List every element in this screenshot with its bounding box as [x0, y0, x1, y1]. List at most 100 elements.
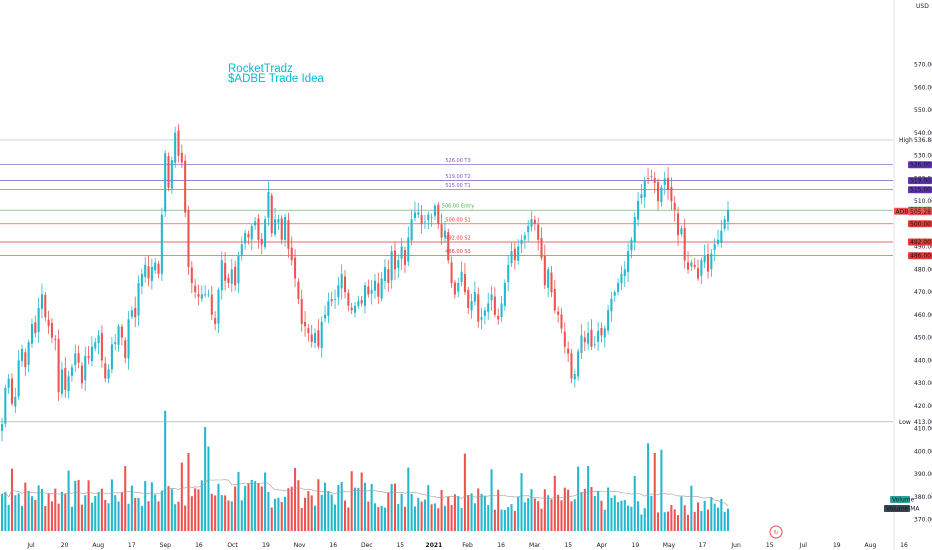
time-tick-label: Aug — [865, 542, 877, 549]
volume-bar — [630, 506, 633, 531]
time-tick-label: 19 — [632, 542, 640, 549]
candle-body — [207, 294, 210, 296]
volume-bar — [607, 487, 610, 531]
candle-body — [657, 182, 660, 202]
candle-body — [184, 160, 187, 213]
volume-bar — [210, 493, 213, 531]
time-tick-label: 20 — [61, 542, 69, 549]
candle-body — [277, 219, 280, 223]
volume-ma-path — [1, 479, 729, 507]
time-tick-label: Sep — [160, 542, 172, 549]
candle-body — [650, 176, 653, 177]
time-tick-label: 15 — [564, 542, 572, 549]
price-tick-label: 450.00 — [914, 335, 932, 342]
level-value-tag-bg — [908, 177, 932, 185]
volume-ma-tag-bg — [884, 505, 910, 512]
candle-body — [520, 239, 523, 245]
volume-bar — [267, 492, 270, 531]
candle-body — [507, 264, 510, 282]
candle-body — [610, 298, 613, 312]
time-tick-label: 16 — [329, 542, 337, 549]
volume-ma-line — [1, 479, 729, 507]
volume-bar — [57, 503, 60, 531]
candle-body — [593, 344, 596, 346]
volume-bar — [620, 500, 623, 531]
volume-bar — [343, 500, 347, 531]
candle-body — [314, 333, 317, 343]
candle-body — [390, 251, 393, 281]
candle-body — [80, 365, 83, 384]
volume-bar — [533, 498, 536, 531]
candle-body — [420, 215, 423, 224]
volume-bar — [460, 508, 463, 531]
candle-body — [154, 262, 157, 271]
candles — [0, 124, 730, 442]
last-price-tag: 505.28 — [910, 209, 931, 216]
level-value-tag: 486.00 — [910, 253, 931, 260]
candle-body — [320, 321, 323, 348]
candle-body — [373, 280, 377, 291]
candle-body — [140, 273, 143, 287]
volume-bar — [160, 490, 163, 531]
volume-bar — [510, 504, 513, 531]
time-tick-label: Jul — [26, 542, 35, 549]
volume-bar — [80, 504, 83, 531]
volume-bar — [130, 485, 133, 531]
candle-body — [463, 274, 466, 293]
volume-bar — [716, 507, 720, 531]
candle-body — [477, 294, 480, 322]
level-text: 492.00 S2 — [445, 236, 470, 242]
candle-body — [397, 260, 400, 268]
candle-body — [30, 324, 33, 344]
volume-bar — [347, 507, 350, 531]
volume-bar — [537, 501, 540, 531]
volume-bar — [60, 491, 63, 531]
candle-body — [27, 342, 30, 365]
volume-bar — [230, 501, 233, 531]
candle-body — [160, 214, 163, 274]
candle-body — [400, 246, 403, 259]
level-value-tag: 515.00 — [910, 187, 931, 194]
goto-realtime-icon[interactable]: ↻ — [769, 525, 783, 539]
candle-body — [50, 323, 53, 338]
candle-body — [167, 156, 170, 188]
volume-bar — [553, 475, 556, 531]
candle-body — [450, 262, 453, 283]
volume-bar — [423, 499, 426, 531]
candle-body — [503, 283, 506, 306]
volume-bar — [97, 492, 100, 531]
candle-body — [64, 368, 67, 390]
volume-bar — [570, 501, 573, 531]
candle-body — [97, 335, 100, 344]
volume-bar — [114, 495, 117, 531]
time-tick-label: Mar — [529, 542, 541, 549]
volume-ma-tag: Volume MA — [886, 506, 920, 513]
high-label: High — [899, 137, 913, 144]
candle-body — [523, 235, 526, 240]
candle-body — [74, 353, 77, 365]
candle-body — [264, 219, 267, 248]
candle-body — [447, 232, 450, 261]
volume-bar — [643, 508, 646, 531]
candle-body — [190, 267, 193, 283]
volume-bar — [67, 470, 70, 531]
candle-body — [577, 351, 580, 377]
volume-bar — [340, 482, 343, 531]
volume-bar — [363, 482, 367, 531]
volume-bar — [47, 493, 50, 531]
volume-bar — [663, 512, 666, 531]
candle-body — [180, 152, 183, 163]
price-tick-label: 390.00 — [914, 471, 932, 478]
volume-bar — [497, 489, 500, 531]
candle-body — [0, 424, 4, 431]
candle-body — [710, 253, 713, 270]
candle-body — [244, 232, 247, 244]
volume-bar — [117, 501, 120, 531]
candle-body — [17, 360, 20, 397]
candle-body — [427, 214, 430, 221]
candle-body — [130, 310, 133, 317]
volume-bar — [287, 488, 290, 531]
volume-bar — [623, 499, 626, 531]
candle-body — [473, 292, 476, 302]
candle-body — [187, 210, 190, 267]
